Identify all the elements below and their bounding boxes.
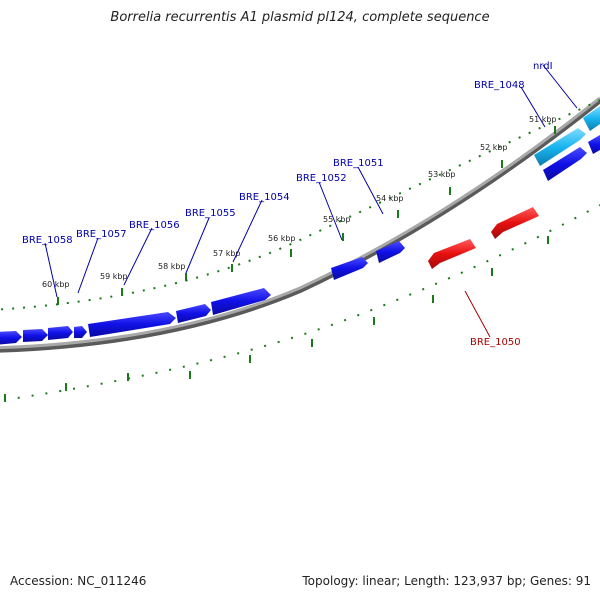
outer-tick-ring	[0, 99, 600, 311]
backbone-ring	[0, 96, 600, 350]
gene-label-bre-1052[interactable]: BRE_1052	[296, 173, 347, 184]
gene-arrow-bre-1055[interactable]	[176, 304, 211, 323]
tick-label-58: 58 kbp	[158, 262, 186, 271]
topology-summary-text: Topology: linear; Length: 123,937 bp; Ge…	[302, 574, 591, 588]
gene-label-bre-1057[interactable]: BRE_1057	[76, 229, 127, 240]
gene-arrow[interactable]	[0, 331, 22, 345]
gene-arrow-bre-1048[interactable]	[543, 147, 587, 181]
tick-label-51: 51 kbp	[529, 115, 557, 124]
major-ticks-outer	[57, 126, 556, 305]
tick-label-59: 59 kbp	[100, 272, 128, 281]
gene-arrow[interactable]	[74, 326, 87, 338]
tick-label-55: 55 kbp	[323, 215, 351, 224]
reverse-gene-cluster	[428, 207, 539, 269]
gene-label-bre-1055[interactable]: BRE_1055	[185, 208, 236, 219]
gene-arrow-bre-1052[interactable]	[331, 257, 368, 280]
gene-arrow-nrdi[interactable]	[534, 128, 586, 166]
gene-arrow-bre-1057[interactable]	[88, 312, 176, 337]
gene-label-bre-1054[interactable]: BRE_1054	[239, 192, 290, 203]
gene-label-bre-1048[interactable]: BRE_1048	[474, 80, 525, 91]
backbone-ring-shadow	[0, 97, 600, 353]
gene-label-bre-1051[interactable]: BRE_1051	[333, 158, 384, 169]
gene-label-nrdi[interactable]: nrdI	[533, 61, 553, 72]
tick-label-53: 53 kbp	[428, 170, 456, 179]
tick-label-60: 60 kbp	[42, 280, 70, 289]
tick-label-57: 57 kbp	[213, 249, 241, 258]
tick-label-54: 54 kbp	[376, 194, 404, 203]
gene-arrow[interactable]	[491, 207, 539, 239]
gene-labels: nrdI BRE_1048 BRE_1050 BRE_1051 BRE_1052…	[22, 61, 553, 348]
gene-arrow-bre-1054[interactable]	[211, 288, 271, 315]
map-title: Borrelia recurrentis A1 plasmid pl124, c…	[110, 10, 490, 25]
gene-arrow[interactable]	[588, 135, 600, 154]
gene-arrow-bre-1051[interactable]	[376, 241, 405, 263]
tick-label-52: 52 kbp	[480, 143, 508, 152]
label-leader-lines	[44, 64, 578, 338]
gene-arrow[interactable]	[48, 326, 73, 340]
gene-arrow[interactable]	[583, 106, 600, 131]
gene-arrow[interactable]	[23, 329, 48, 342]
tick-label-56: 56 kbp	[268, 234, 296, 243]
highlighted-gene	[534, 106, 600, 166]
major-ticks-inner	[4, 236, 549, 402]
gene-label-bre-1050[interactable]: BRE_1050	[470, 337, 521, 348]
gene-label-bre-1058[interactable]: BRE_1058	[22, 235, 73, 246]
accession-text: Accession: NC_011246	[10, 574, 147, 588]
gene-label-bre-1056[interactable]: BRE_1056	[129, 220, 180, 231]
forward-gene-cluster	[0, 135, 600, 345]
tick-labels: 51 kbp 52 kbp 53 kbp 54 kbp 55 kbp 56 kb…	[42, 115, 557, 289]
gene-arrow-bre-1050[interactable]	[428, 239, 476, 269]
